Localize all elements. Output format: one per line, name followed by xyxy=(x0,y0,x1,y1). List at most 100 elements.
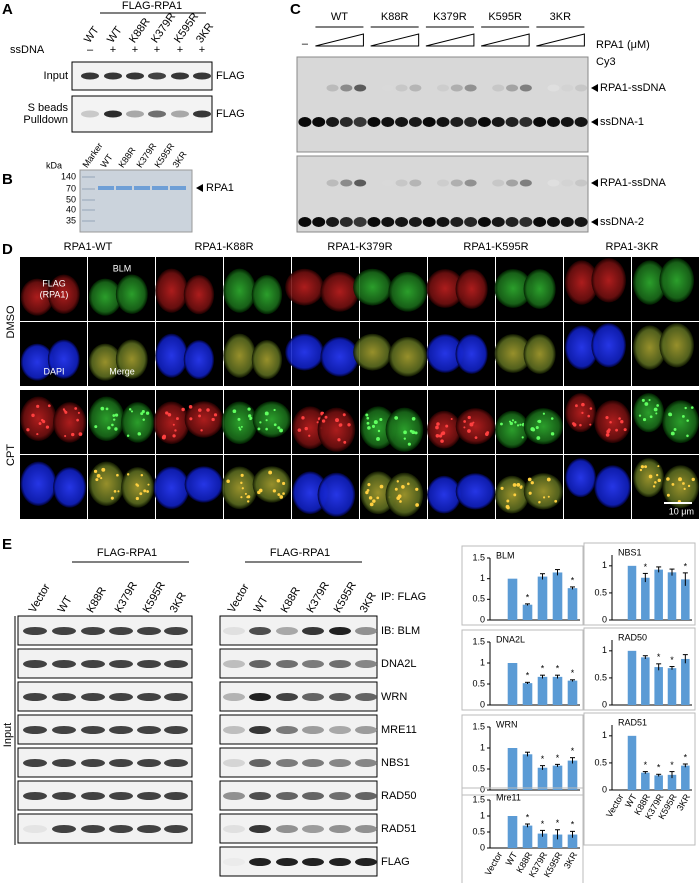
focus xyxy=(145,411,150,415)
band xyxy=(223,726,245,734)
band xyxy=(81,110,99,118)
nucleus xyxy=(564,325,599,370)
nucleus xyxy=(662,400,700,444)
focus xyxy=(652,485,656,488)
focus xyxy=(232,409,237,414)
significance: * xyxy=(657,763,661,773)
band xyxy=(23,759,47,767)
band xyxy=(52,660,76,668)
focus xyxy=(407,482,410,486)
focus xyxy=(167,412,172,417)
band xyxy=(81,726,105,734)
band xyxy=(519,117,533,127)
focus xyxy=(467,429,471,433)
band xyxy=(395,179,408,187)
y-tick-label: 0 xyxy=(602,699,607,709)
focus xyxy=(530,481,534,485)
band xyxy=(276,825,298,833)
band xyxy=(355,660,377,668)
band xyxy=(23,726,47,734)
nucleus xyxy=(565,393,597,433)
band xyxy=(23,627,47,635)
band xyxy=(533,217,547,227)
band xyxy=(519,179,532,187)
focus xyxy=(394,487,398,491)
focus xyxy=(605,433,610,437)
band xyxy=(437,84,449,92)
band xyxy=(339,217,353,227)
band xyxy=(546,117,560,127)
focus xyxy=(537,420,540,423)
focus xyxy=(135,496,139,501)
significance: * xyxy=(571,575,575,585)
band xyxy=(109,825,133,833)
bar xyxy=(537,833,548,848)
band xyxy=(477,217,491,227)
band xyxy=(547,179,560,187)
nucleus xyxy=(47,339,80,379)
nucleus xyxy=(20,396,57,441)
marker-label: 140 xyxy=(61,171,76,181)
focus xyxy=(467,415,471,420)
focus xyxy=(547,495,550,498)
focus xyxy=(143,489,147,493)
focus xyxy=(282,481,286,486)
band xyxy=(302,825,324,833)
blot-label: S beads xyxy=(28,102,69,114)
focus xyxy=(126,434,130,437)
focus xyxy=(342,413,346,417)
focus xyxy=(686,419,689,422)
band xyxy=(171,110,189,118)
focus xyxy=(114,427,118,431)
nucleus xyxy=(251,340,283,380)
focus xyxy=(589,423,592,426)
tile-label: (RPA1) xyxy=(40,289,69,299)
group-label: 3KR xyxy=(550,11,571,23)
focus xyxy=(401,485,405,489)
band xyxy=(355,726,377,734)
band xyxy=(223,825,245,833)
chart-title: RAD51 xyxy=(618,717,647,727)
antibody: RAD51 xyxy=(381,823,416,835)
focus xyxy=(379,417,383,422)
band xyxy=(116,186,132,190)
band xyxy=(353,117,367,127)
focus xyxy=(579,423,582,427)
gel xyxy=(79,169,193,233)
focus xyxy=(587,414,591,418)
bar xyxy=(522,754,533,790)
bar xyxy=(641,577,650,620)
band xyxy=(52,726,76,734)
band xyxy=(52,627,76,635)
bar xyxy=(552,834,563,848)
band xyxy=(395,217,409,227)
wedge xyxy=(425,33,475,47)
bar xyxy=(627,565,637,620)
tile-label: DAPI xyxy=(43,366,64,376)
nucleus xyxy=(285,333,324,371)
focus xyxy=(347,423,351,427)
arrow xyxy=(591,118,598,126)
bar xyxy=(537,576,548,620)
bar xyxy=(522,604,533,620)
band xyxy=(561,179,574,187)
nucleus xyxy=(594,400,632,444)
focus xyxy=(308,434,311,437)
focus xyxy=(657,478,661,483)
focus xyxy=(373,420,378,425)
band xyxy=(164,627,188,635)
band xyxy=(450,179,463,187)
nucleus xyxy=(184,466,224,503)
nucleus xyxy=(155,268,188,313)
column-header: RPA1-WT xyxy=(64,241,113,253)
band xyxy=(326,84,339,92)
focus xyxy=(78,432,83,436)
focus xyxy=(249,416,253,420)
bar xyxy=(641,772,650,790)
focus xyxy=(440,439,444,443)
band xyxy=(519,217,533,227)
band xyxy=(164,792,188,800)
focus xyxy=(484,432,489,436)
y-tick-label: 1.5 xyxy=(472,636,485,646)
band xyxy=(81,660,105,668)
